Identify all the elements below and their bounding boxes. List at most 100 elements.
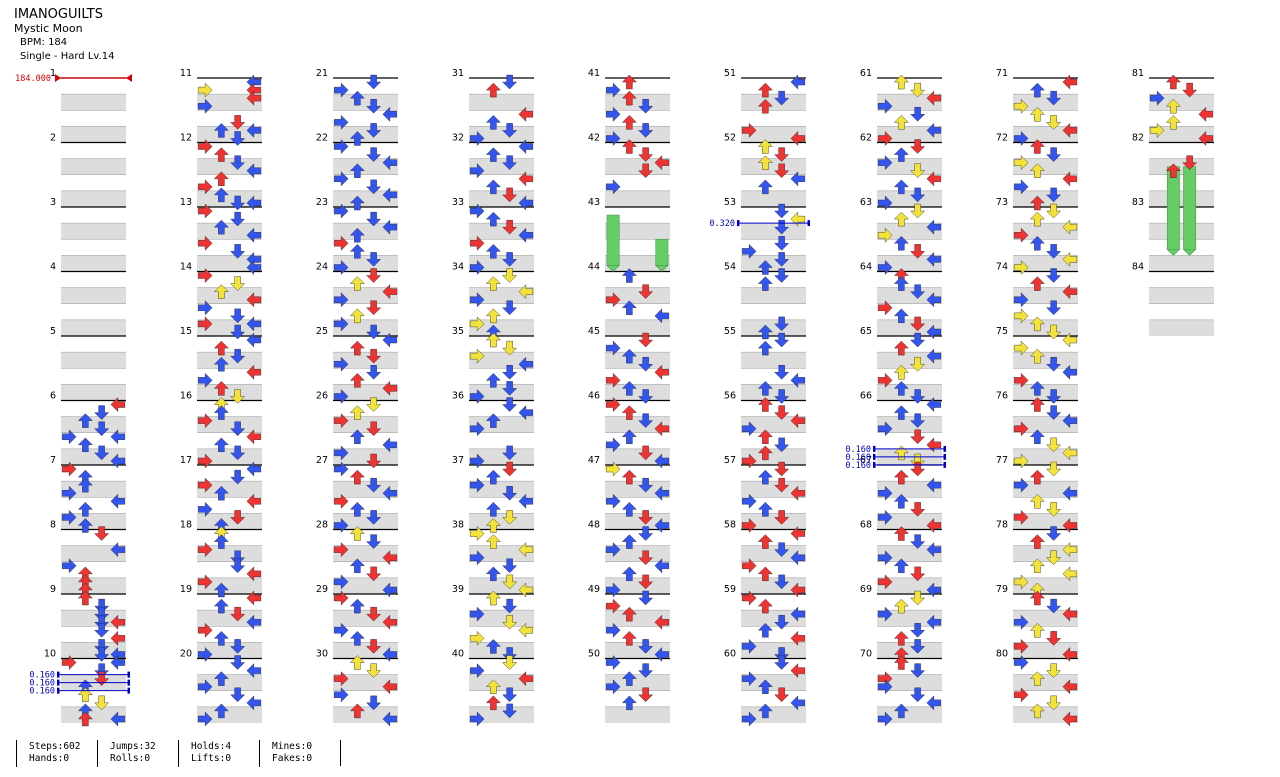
note-arrow <box>246 695 262 711</box>
measure-number: 27 <box>316 455 328 466</box>
note-arrow <box>94 606 110 622</box>
note-arrow <box>638 389 654 404</box>
note-arrow <box>230 655 246 670</box>
note-arrow <box>1062 679 1078 695</box>
note-arrow <box>790 606 806 622</box>
note-arrow <box>502 123 518 138</box>
note-arrow <box>1165 98 1181 114</box>
note-arrow <box>110 630 126 646</box>
note-arrow <box>349 90 365 106</box>
measure-number: 77 <box>996 455 1008 466</box>
note-arrow <box>757 566 773 582</box>
beat-band <box>1013 384 1078 401</box>
note-arrow <box>366 211 382 227</box>
note-arrow <box>246 292 262 308</box>
measure-number: 24 <box>316 262 328 273</box>
note-arrow <box>366 99 382 114</box>
note-arrow <box>469 259 485 275</box>
note-arrow <box>654 485 670 501</box>
measure-grid: 1234567891011121314151617181920212223242… <box>44 68 1214 723</box>
beat-band <box>1013 319 1078 336</box>
beat-band <box>877 577 942 594</box>
note-arrow <box>910 332 926 348</box>
note-arrow <box>502 687 518 703</box>
beat-band <box>741 481 806 498</box>
beat-band <box>1013 577 1078 594</box>
note-arrow <box>790 695 806 711</box>
note-arrow <box>893 211 909 227</box>
note-arrow <box>790 485 806 501</box>
stop-marker <box>873 461 876 468</box>
note-arrow <box>197 477 213 493</box>
note-arrow <box>910 357 926 372</box>
note-arrow <box>1046 389 1062 404</box>
measure-number: 17 <box>180 455 192 466</box>
note-arrow <box>1046 244 1062 259</box>
note-arrow <box>333 259 349 275</box>
note-arrow <box>1046 268 1062 283</box>
beat-band <box>1013 610 1078 627</box>
stop-marker <box>127 671 130 678</box>
note-arrow <box>877 574 893 590</box>
note-arrow <box>366 74 382 90</box>
note-arrow <box>638 163 654 179</box>
note-arrow <box>469 292 485 308</box>
note-arrow <box>757 324 773 340</box>
note-arrow <box>638 663 654 678</box>
note-arrow <box>469 711 485 727</box>
note-arrow <box>382 106 398 122</box>
beat-band <box>877 545 942 562</box>
beat-band <box>605 577 670 594</box>
song-header: IMANOGUILTS Mystic Moon BPM: 184 Single … <box>14 8 114 64</box>
note-arrow <box>349 227 365 243</box>
note-arrow <box>654 155 670 171</box>
beat-band <box>333 674 398 691</box>
note-arrow <box>366 123 382 138</box>
note-arrow <box>741 493 757 509</box>
note-arrow <box>1046 663 1062 678</box>
measure-number: 50 <box>588 649 600 660</box>
note-arrow <box>757 139 773 154</box>
note-arrow <box>877 227 893 243</box>
beat-band <box>1013 223 1078 240</box>
note-arrow <box>349 558 365 573</box>
note-arrow <box>485 179 501 195</box>
note-arrow <box>230 131 246 146</box>
note-arrow <box>1046 437 1062 453</box>
note-arrow <box>1062 74 1078 90</box>
measure-number: 54 <box>724 262 736 273</box>
beat-band <box>333 642 398 659</box>
note-arrow <box>1029 590 1045 606</box>
note-arrow <box>382 155 398 171</box>
note-arrow <box>790 130 806 146</box>
note-arrow <box>230 308 246 324</box>
stop-marker <box>57 671 60 678</box>
beat-band <box>741 642 806 659</box>
note-arrow <box>790 171 806 187</box>
note-arrow <box>382 219 398 235</box>
note-arrow <box>774 542 790 557</box>
note-arrow <box>774 687 790 703</box>
note-arrow <box>757 340 773 356</box>
beat-band <box>61 94 126 111</box>
stop-marker <box>127 679 130 686</box>
note-arrow <box>741 711 757 727</box>
note-arrow <box>366 453 382 469</box>
beat-band <box>877 706 942 723</box>
beat-band <box>605 416 670 433</box>
measure-number: 6 <box>50 391 56 402</box>
beat-band <box>741 448 806 465</box>
note-arrow <box>1165 163 1181 178</box>
stat-lifts: Lifts:0 <box>191 753 232 764</box>
beat-band <box>1013 513 1078 530</box>
note-arrow <box>502 647 518 662</box>
note-arrow <box>197 316 213 332</box>
beat-band <box>877 674 942 691</box>
note-arrow <box>605 130 621 146</box>
note-arrow <box>1029 622 1045 638</box>
beat-band <box>741 319 806 336</box>
stop-marker <box>873 445 876 452</box>
note-arrow <box>877 421 893 437</box>
note-arrow <box>790 526 806 542</box>
note-arrow <box>1046 203 1062 219</box>
